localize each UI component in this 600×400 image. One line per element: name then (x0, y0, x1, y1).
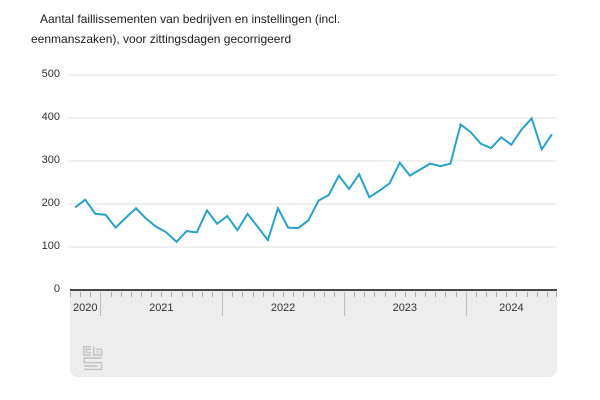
month-tick (272, 292, 274, 297)
y-axis-label: 400 (41, 111, 60, 123)
y-axis-label: 200 (41, 197, 60, 209)
month-tick (516, 292, 518, 297)
month-tick (201, 292, 203, 297)
month-tick (90, 292, 92, 297)
month-tick (546, 292, 548, 297)
year-divider (343, 292, 345, 316)
month-tick (445, 292, 447, 297)
month-tick (293, 292, 295, 297)
year-label: 2020 (72, 302, 98, 314)
month-tick (212, 292, 214, 297)
month-tick (364, 292, 366, 297)
month-tick (80, 292, 82, 297)
month-tick (374, 292, 376, 297)
month-tick (70, 292, 71, 297)
month-tick (506, 292, 508, 297)
y-axis-label: 0 (53, 283, 60, 295)
year-divider (465, 292, 467, 316)
chart-title-line-2: eenmanszaken), voor zittingsdagen gecorr… (31, 32, 292, 46)
month-tick (303, 292, 305, 297)
month-tick (110, 292, 112, 297)
month-tick (252, 292, 254, 297)
year-divider (100, 292, 102, 316)
month-tick (455, 292, 457, 297)
month-tick (181, 292, 183, 297)
month-tick (526, 292, 528, 297)
month-tick (242, 292, 244, 297)
month-tick (404, 292, 406, 297)
year-label: 2022 (270, 302, 296, 314)
month-tick (435, 292, 437, 297)
time-axis-slider[interactable]: 2020 2021 2022 2023 2024 (70, 289, 557, 377)
month-tick (496, 292, 498, 297)
year-label: 2024 (499, 302, 524, 314)
month-tick (262, 292, 264, 297)
trend-line (74, 116, 553, 244)
month-tick (232, 292, 234, 297)
year-divider (222, 292, 224, 316)
year-label: 2021 (149, 302, 174, 314)
y-axis-label: 500 (41, 68, 60, 80)
month-tick (191, 292, 193, 297)
year-label: 2023 (392, 302, 418, 314)
cbs-logo (83, 346, 103, 371)
month-tick (313, 292, 315, 297)
month-tick (161, 292, 163, 297)
month-tick (475, 292, 477, 297)
month-tick (354, 292, 356, 297)
month-tick (283, 292, 285, 297)
month-tick (394, 292, 396, 297)
month-tick (323, 292, 325, 297)
month-tick (414, 292, 416, 297)
chart-title: Aantal faillissementen van bedrijven en … (31, 9, 340, 49)
y-axis-label: 100 (41, 240, 60, 252)
month-tick (141, 292, 143, 297)
month-tick (536, 292, 538, 297)
month-tick (151, 292, 153, 297)
month-tick (384, 292, 386, 297)
y-axis-label: 300 (41, 154, 60, 166)
month-tick (425, 292, 427, 297)
month-tick (485, 292, 487, 297)
month-tick (333, 292, 335, 297)
chart-title-line-1: Aantal faillissementen van bedrijven en … (40, 12, 341, 26)
month-tick (556, 292, 557, 297)
month-tick (120, 292, 122, 297)
month-tick (171, 292, 173, 297)
month-tick (130, 292, 132, 297)
